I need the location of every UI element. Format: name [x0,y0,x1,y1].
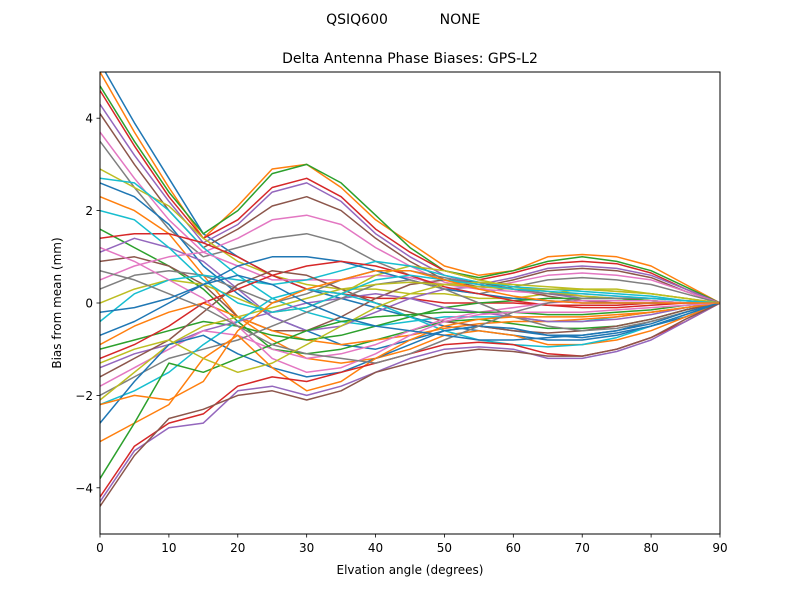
series-line-s40 [100,209,720,313]
x-tick-label: 90 [712,541,727,555]
series-line-s37 [100,246,720,374]
x-tick-label: 20 [230,541,245,555]
series-line-s42 [100,269,720,406]
series-line-s33 [100,302,720,479]
x-axis-label: Elvation angle (degrees) [337,563,484,577]
series-line-s28 [100,279,720,397]
x-tick-label: 40 [368,541,383,555]
y-axis-ticks: −4 −2 0 2 4 [75,112,100,495]
x-tick-label: 10 [161,541,176,555]
y-tick-label: 4 [85,112,93,126]
suptitle-left: QSIQ600 [326,12,388,28]
y-tick-label: 0 [85,297,93,311]
x-tick-label: 60 [506,541,521,555]
x-axis-ticks: 0 10 20 30 40 50 60 70 80 90 [96,534,728,555]
series-layer [100,72,720,507]
x-tick-label: 80 [643,541,658,555]
x-tick-label: 0 [96,541,104,555]
x-tick-label: 30 [299,541,314,555]
series-line-s41 [100,274,720,341]
x-tick-label: 50 [437,541,452,555]
y-axis-label: Bias from mean (mm) [50,237,64,368]
y-tick-label: 2 [85,204,93,218]
y-tick-label: −4 [75,481,93,495]
suptitle-right: NONE [440,12,481,28]
series-line-s26 [100,269,720,378]
series-line-s35 [100,302,720,503]
y-tick-label: −2 [75,389,93,403]
series-line-s38 [100,269,720,364]
series-line-s30 [100,288,720,406]
chart-title: Delta Antenna Phase Biases: GPS-L2 [282,51,538,67]
series-line-s20 [100,260,720,323]
series-line-s03 [100,85,720,304]
series-line-s36 [100,302,720,507]
x-tick-label: 70 [575,541,590,555]
series-line-s31 [100,302,720,424]
series-line-s39 [100,281,720,374]
